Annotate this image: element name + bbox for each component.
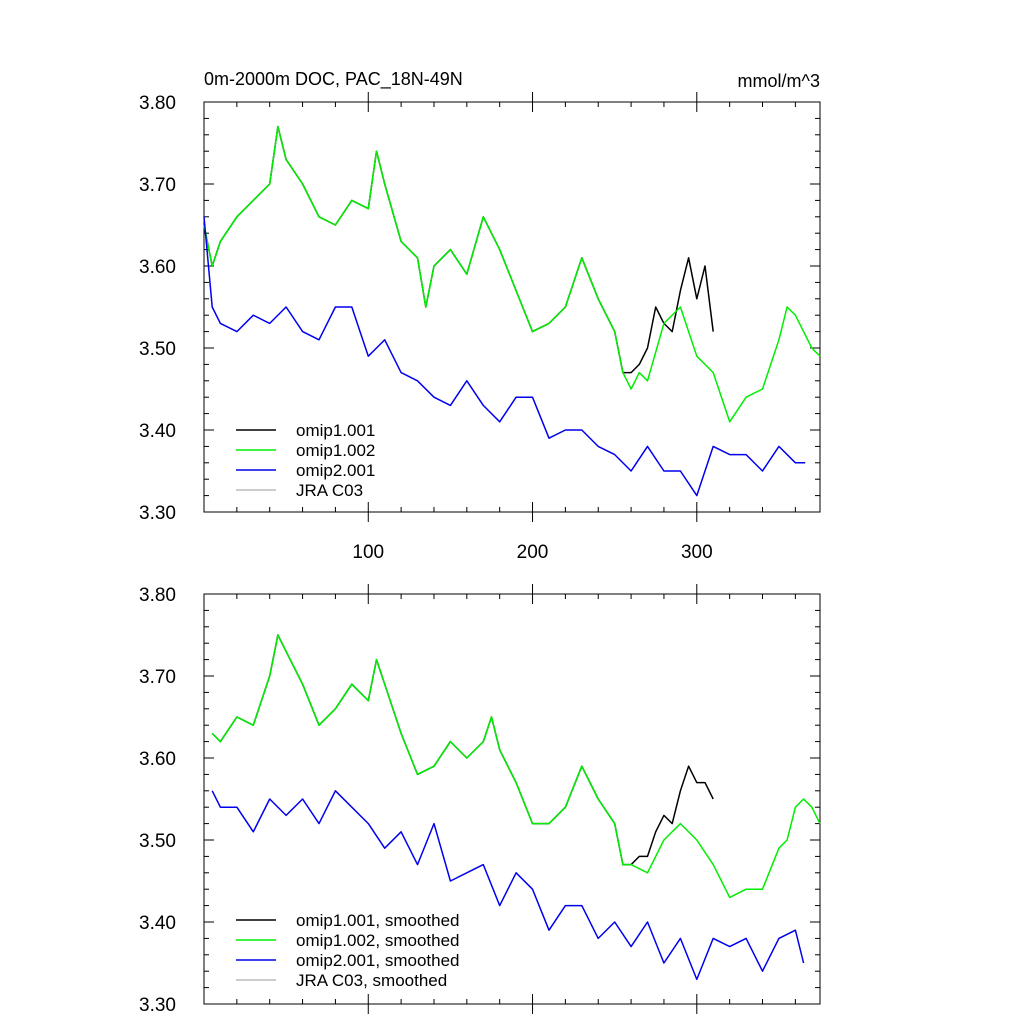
y-tick-label: 3.50: [139, 339, 176, 360]
plot-frame: [203, 101, 821, 513]
legend-label: JRA C03, smoothed: [296, 971, 447, 990]
y-tick-label: 3.60: [139, 749, 176, 770]
legend-label: omip2.001: [296, 461, 375, 480]
chart-panel-1: 3.30 3.40 3.50 3.60 3.70 3.80 100 200 300 omip1.0…: [139, 92, 821, 563]
legend-label: omip2.001, smoothed: [296, 951, 460, 970]
y-tick-label: 3.50: [139, 831, 176, 852]
chart-title: 0m-2000m DOC, PAC_18N-49N: [204, 69, 463, 90]
series-line-omip1-001-smoothed: [211, 634, 714, 866]
series-line-omip1-001: [203, 125, 714, 374]
plot-frame: [203, 593, 821, 1005]
legend-label: omip1.001, smoothed: [296, 911, 460, 930]
series-line-omip2-001-smoothed: [211, 790, 805, 981]
legend-label: omip1.002: [296, 441, 375, 460]
y-tick-label: 3.30: [139, 995, 176, 1016]
y-tick-label: 3.40: [139, 421, 176, 442]
y-tick-label: 3.80: [139, 585, 176, 606]
legend-label: omip1.002, smoothed: [296, 931, 460, 950]
legend-label: omip1.001: [296, 421, 375, 440]
series-line-omip1-002: [203, 125, 821, 423]
series-line-omip1-002-smoothed: [211, 634, 821, 899]
y-tick-label: 3.80: [139, 93, 176, 114]
x-tick-label: 100: [352, 542, 384, 563]
legend-label: JRA C03: [296, 481, 363, 500]
x-tick-label: 300: [681, 542, 713, 563]
y-tick-label: 3.70: [139, 175, 176, 196]
units-label: mmol/m^3: [738, 71, 820, 91]
y-tick-label: 3.60: [139, 257, 176, 278]
chart-panel-2: 3.30 3.40 3.50 3.60 3.70 3.80 omip1.001, smoot…: [139, 584, 821, 1016]
y-tick-label: 3.70: [139, 667, 176, 688]
series-line-omip2-001: [203, 216, 806, 497]
y-tick-label: 3.30: [139, 503, 176, 524]
y-tick-label: 3.40: [139, 913, 176, 934]
x-tick-label: 200: [517, 542, 549, 563]
